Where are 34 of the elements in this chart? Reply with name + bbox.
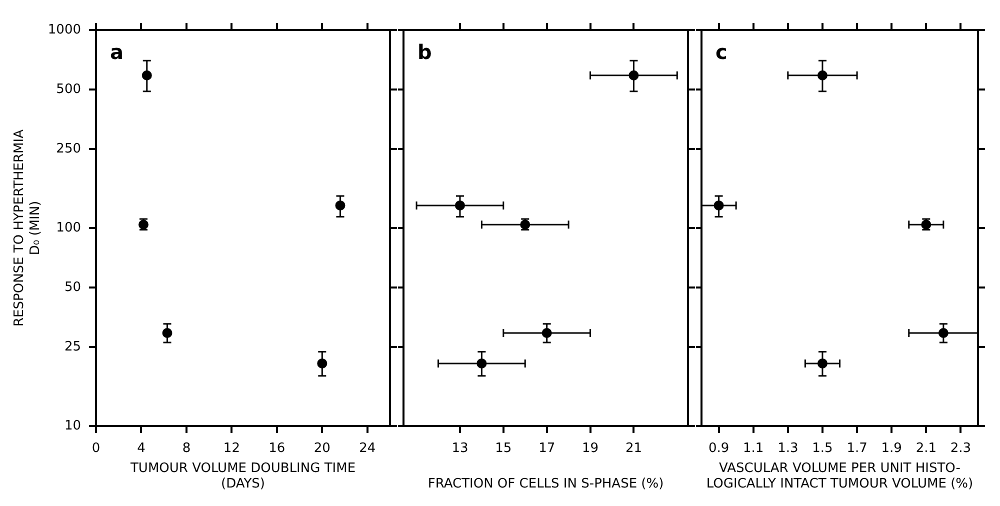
x-tick-label: 1.3	[778, 441, 798, 456]
y-tick-label: 500	[56, 82, 81, 97]
text: a	[110, 40, 124, 64]
x-tick-label: 13	[452, 441, 468, 456]
x-axis-title: VASCULAR VOLUME PER UNIT HISTO- LOGICALLY INTACT TUMOUR VOLUME (%)	[706, 460, 974, 492]
y-tick-label: 50	[64, 280, 81, 295]
x-tick-label: 0	[92, 441, 100, 456]
x-tick-label: 12	[223, 441, 240, 456]
x-tick-label: 21	[625, 441, 642, 456]
y-tick-label: 10	[64, 418, 81, 434]
x-tick-label: 19	[582, 441, 599, 456]
x-tick-label: 24	[359, 441, 376, 456]
x-tick-label: 1.9	[881, 441, 902, 456]
x-tick-label: 1.5	[812, 441, 833, 456]
x-tick-label: 0.9	[708, 441, 730, 456]
x-tick-label: 17	[538, 441, 556, 456]
x-tick-label: 16	[268, 441, 286, 456]
x-tick-label: 1.1	[743, 441, 764, 456]
x-tick-label: 2.1	[916, 441, 936, 456]
text: b	[418, 40, 432, 64]
x-tick-label: 15	[495, 441, 512, 456]
y-tick-label: 100	[56, 220, 81, 236]
x-axis-title: TUMOUR VOLUME DOUBLING TIME (DAYS)	[129, 460, 356, 492]
x-tick-label: 2.3	[950, 441, 972, 456]
text: c	[716, 40, 728, 64]
y-tick-label: 1000	[48, 22, 81, 38]
x-axis-title: FRACTION OF CELLS IN S-PHASE (%)	[428, 476, 664, 492]
x-tick-label: 20	[314, 441, 330, 456]
x-tick-label: 8	[182, 441, 191, 456]
x-tick-label: 1.7	[846, 441, 868, 456]
y-axis-title: RESPONSE TO HYPERTHERMIA D₀ (MIN)	[12, 129, 43, 326]
y-tick-label: 250	[56, 142, 81, 157]
x-tick-label: 4	[137, 441, 146, 456]
y-tick-label: 25	[64, 340, 81, 355]
